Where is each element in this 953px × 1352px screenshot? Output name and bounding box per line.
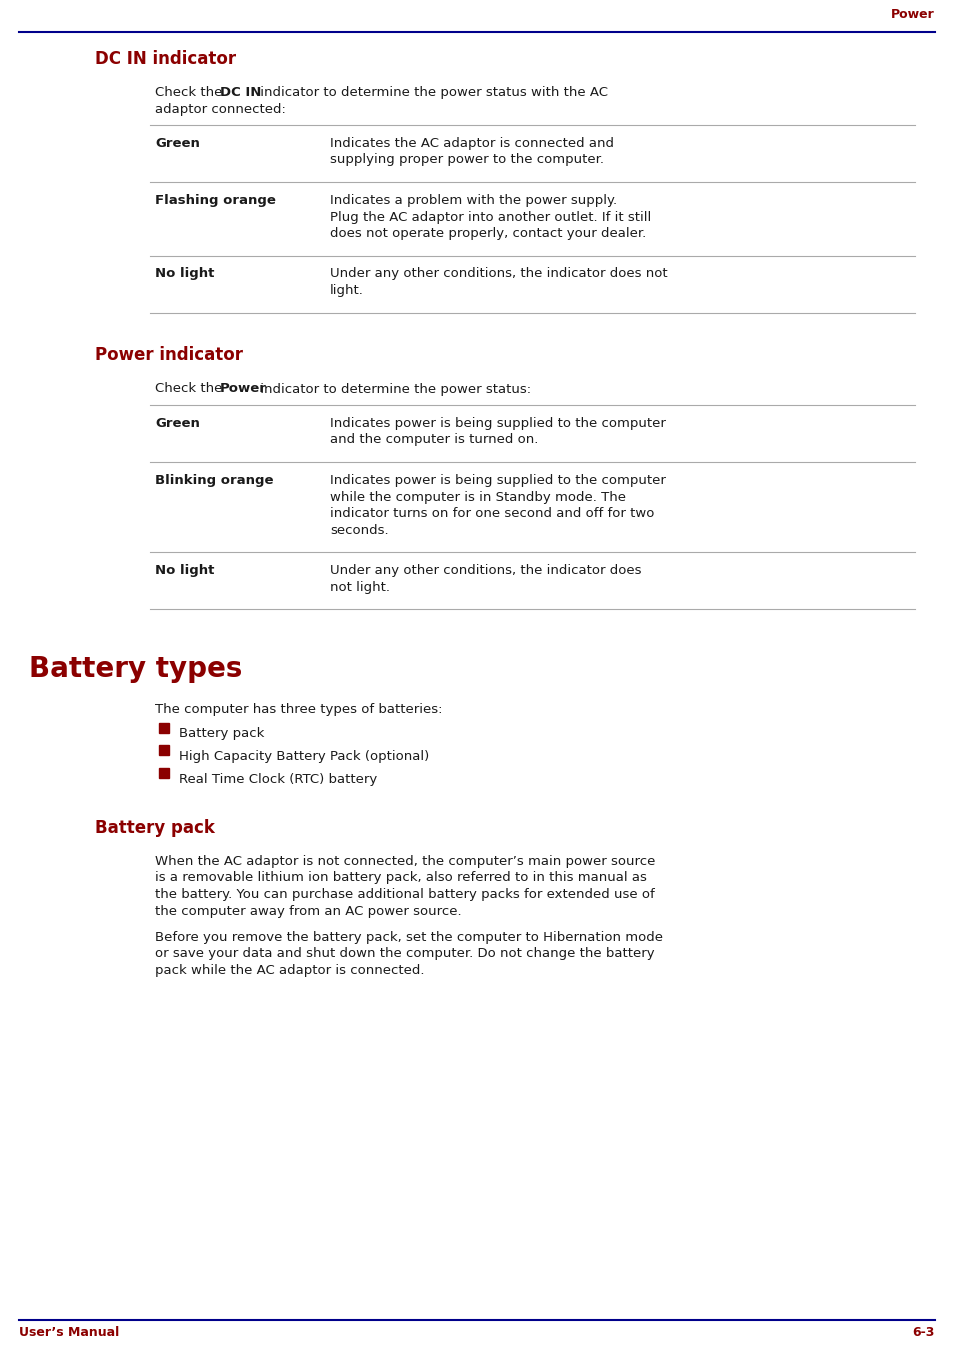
Text: Indicates a problem with the power supply.: Indicates a problem with the power suppl… (330, 193, 617, 207)
Text: Under any other conditions, the indicator does not: Under any other conditions, the indicato… (330, 268, 667, 280)
Text: is a removable lithium ion battery pack, also referred to in this manual as: is a removable lithium ion battery pack,… (154, 872, 646, 884)
Text: High Capacity Battery Pack (optional): High Capacity Battery Pack (optional) (179, 750, 429, 763)
Text: Plug the AC adaptor into another outlet. If it still: Plug the AC adaptor into another outlet.… (330, 211, 651, 223)
Text: Indicates power is being supplied to the computer: Indicates power is being supplied to the… (330, 416, 665, 430)
Text: the battery. You can purchase additional battery packs for extended use of: the battery. You can purchase additional… (154, 888, 654, 900)
Text: User’s Manual: User’s Manual (19, 1326, 119, 1338)
Text: Indicates power is being supplied to the computer: Indicates power is being supplied to the… (330, 475, 665, 487)
Text: Before you remove the battery pack, set the computer to Hibernation mode: Before you remove the battery pack, set … (154, 932, 662, 944)
Text: Power indicator: Power indicator (95, 346, 243, 365)
Text: No light: No light (154, 268, 214, 280)
Text: Check the: Check the (154, 87, 227, 99)
Text: Green: Green (154, 416, 200, 430)
Text: supplying proper power to the computer.: supplying proper power to the computer. (330, 154, 603, 166)
Text: Blinking orange: Blinking orange (154, 475, 274, 487)
Text: adaptor connected:: adaptor connected: (154, 103, 286, 115)
Text: Flashing orange: Flashing orange (154, 193, 275, 207)
Bar (159, 768, 169, 777)
Text: not light.: not light. (330, 580, 390, 594)
Text: indicator turns on for one second and off for two: indicator turns on for one second and of… (330, 507, 654, 521)
Text: Under any other conditions, the indicator does: Under any other conditions, the indicato… (330, 564, 640, 577)
Bar (159, 745, 169, 754)
Text: while the computer is in Standby mode. The: while the computer is in Standby mode. T… (330, 491, 625, 503)
Text: Check the: Check the (154, 383, 227, 396)
Text: seconds.: seconds. (330, 523, 388, 537)
Bar (159, 722, 169, 733)
Text: and the computer is turned on.: and the computer is turned on. (330, 434, 537, 446)
Text: Battery pack: Battery pack (95, 819, 214, 837)
Text: DC IN: DC IN (220, 87, 261, 99)
Text: Real Time Clock (RTC) battery: Real Time Clock (RTC) battery (179, 772, 376, 786)
Text: Indicates the AC adaptor is connected and: Indicates the AC adaptor is connected an… (330, 137, 614, 150)
Text: does not operate properly, contact your dealer.: does not operate properly, contact your … (330, 227, 645, 241)
Text: light.: light. (330, 284, 363, 297)
Text: The computer has three types of batteries:: The computer has three types of batterie… (154, 703, 442, 717)
Text: Power: Power (220, 383, 267, 396)
Text: No light: No light (154, 564, 214, 577)
Text: Battery pack: Battery pack (179, 727, 264, 741)
Text: indicator to determine the power status:: indicator to determine the power status: (255, 383, 531, 396)
Text: Battery types: Battery types (29, 654, 242, 683)
Text: Power: Power (890, 8, 934, 22)
Text: or save your data and shut down the computer. Do not change the battery: or save your data and shut down the comp… (154, 948, 654, 960)
Text: pack while the AC adaptor is connected.: pack while the AC adaptor is connected. (154, 964, 424, 977)
Text: DC IN indicator: DC IN indicator (95, 50, 236, 68)
Text: 6-3: 6-3 (912, 1326, 934, 1338)
Text: Green: Green (154, 137, 200, 150)
Text: indicator to determine the power status with the AC: indicator to determine the power status … (255, 87, 607, 99)
Text: When the AC adaptor is not connected, the computer’s main power source: When the AC adaptor is not connected, th… (154, 854, 655, 868)
Text: the computer away from an AC power source.: the computer away from an AC power sourc… (154, 904, 461, 918)
